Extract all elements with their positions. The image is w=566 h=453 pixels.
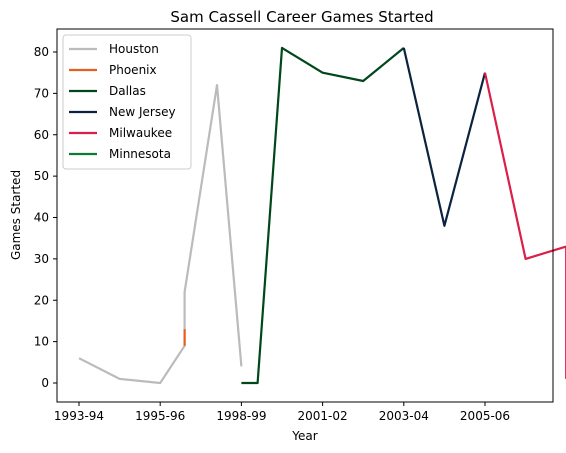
y-tick-label: 30	[34, 252, 49, 266]
x-tick-label: 2005-06	[460, 409, 510, 423]
legend-label: Milwaukee	[109, 126, 172, 140]
y-tick-label: 70	[34, 86, 49, 100]
series-line-4	[483, 72, 566, 379]
legend-label: Dallas	[109, 84, 146, 98]
y-axis: 0 10 20 30 40 50 60 70 80	[34, 45, 57, 390]
series-lines	[78, 46, 566, 385]
series-line-3	[402, 47, 487, 227]
x-tick-label: 1993-94	[54, 409, 104, 423]
legend: Houston Phoenix Dallas New Jersey Milwaukee M…	[62, 34, 192, 170]
y-tick-label: 0	[41, 376, 49, 390]
legend-label: New Jersey	[109, 105, 176, 119]
y-tick-label: 10	[34, 335, 49, 349]
y-tick-label: 20	[34, 293, 49, 307]
x-tick-label: 2003-04	[379, 409, 429, 423]
x-tick-label: 1995-96	[135, 409, 185, 423]
legend-label: Phoenix	[109, 63, 157, 77]
series-line-2	[241, 46, 405, 385]
legend-label: Minnesota	[109, 147, 171, 161]
y-axis-label: Games Started	[9, 170, 23, 260]
y-tick-label: 50	[34, 169, 49, 183]
legend-label: Houston	[109, 42, 159, 56]
x-axis-label: Year	[291, 429, 317, 443]
y-tick-label: 40	[34, 211, 49, 225]
x-tick-label: 2001-02	[298, 409, 348, 423]
y-tick-label: 80	[34, 45, 49, 59]
chart-title: Sam Cassell Career Games Started	[170, 8, 433, 26]
x-axis: 1993-94 1995-96 1998-99 2001-02 2003-04 2005-…	[54, 402, 510, 423]
legend-box	[62, 34, 192, 170]
x-tick-label: 1998-99	[216, 409, 266, 423]
y-tick-label: 60	[34, 128, 49, 142]
plot-frame	[56, 28, 554, 403]
